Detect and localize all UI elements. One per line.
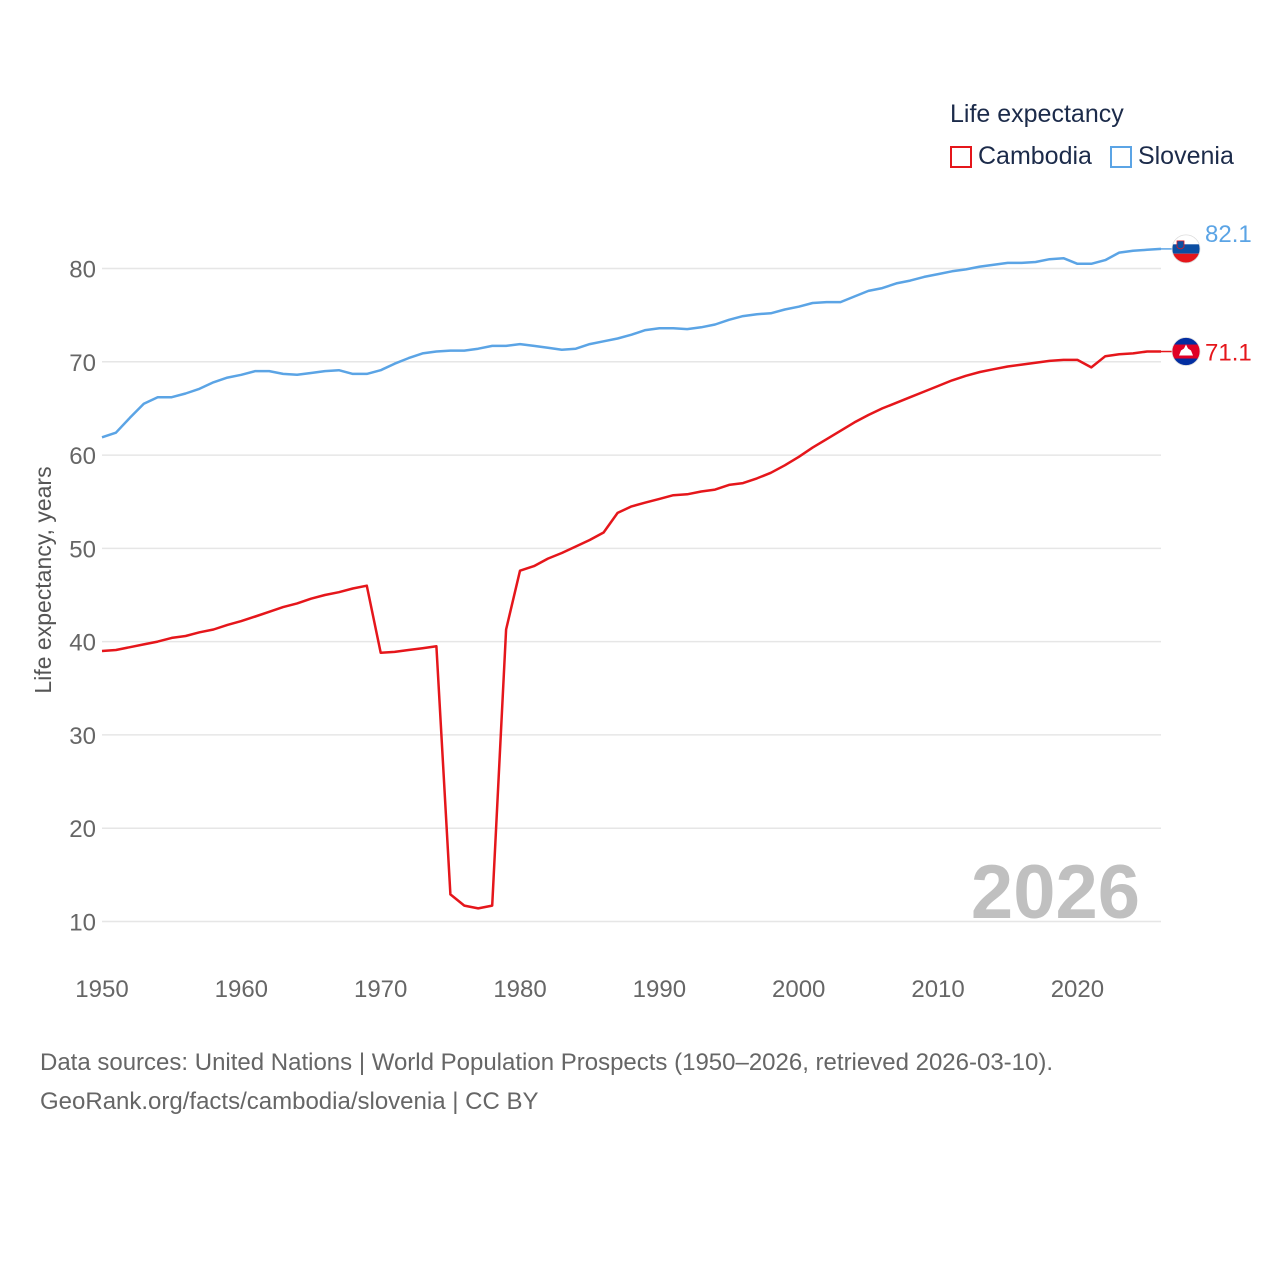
series-line-cambodia	[101, 350, 1161, 910]
x-tick-label-2010: 2010	[911, 976, 964, 1003]
legend-swatch-cambodia	[950, 145, 972, 168]
series	[101, 247, 1162, 910]
legend-swatch-slovenia	[1109, 145, 1132, 168]
series-line-slovenia	[101, 247, 1162, 439]
legend-item-slovenia[interactable]: Slovenia	[1109, 142, 1234, 171]
end-value-label-slovenia: 82.1	[1205, 221, 1252, 248]
y-tick-label-80: 80	[69, 257, 96, 284]
y-axis-label: Life expectancy, years	[30, 466, 56, 693]
x-tick-label-1950: 1950	[75, 976, 128, 1003]
y-tick-label-70: 70	[69, 350, 96, 377]
x-tick-label-2020: 2020	[1051, 976, 1104, 1003]
y-tick-label-10: 10	[69, 910, 96, 937]
year-watermark: 2026	[971, 850, 1140, 935]
source-link[interactable]: GeoRank.org/facts/cambodia/slovenia | CC…	[40, 1088, 539, 1115]
y-tick-label-30: 30	[69, 723, 96, 750]
legend-label-cambodia: Cambodia	[978, 142, 1092, 170]
data-source-text: Data sources: United Nations | World Pop…	[40, 1049, 1054, 1076]
legend: Cambodia Slovenia	[950, 142, 1252, 171]
y-tick-label-20: 20	[69, 816, 96, 843]
y-tick-label-50: 50	[69, 536, 96, 563]
x-tick-label-1970: 1970	[354, 976, 407, 1003]
legend-label-slovenia: Slovenia	[1137, 142, 1234, 170]
y-tick-label-60: 60	[69, 443, 96, 470]
legend-title: Life expectancy	[950, 100, 1124, 128]
grid	[102, 267, 1161, 923]
end-value-label-cambodia: 71.1	[1205, 340, 1252, 367]
cambodia-flag-icon	[1171, 337, 1201, 366]
x-tick-label-1960: 1960	[215, 976, 268, 1003]
footer: Data sources: United Nations | World Pop…	[40, 1043, 1053, 1121]
y-axis-ticks: 10 20 30 40 50 60 70 80	[69, 257, 96, 937]
slovenia-flag-icon	[1171, 234, 1201, 264]
x-axis-ticks: 1950 1960 1970 1980 1990 2000 2010 2020	[75, 976, 1104, 1003]
end-markers: 71.1 82.1	[1161, 221, 1252, 367]
x-tick-label-1980: 1980	[493, 976, 546, 1003]
x-tick-label-1990: 1990	[633, 976, 686, 1003]
y-tick-label-40: 40	[69, 630, 96, 657]
legend-item-cambodia[interactable]: Cambodia	[950, 142, 1092, 171]
x-tick-label-2000: 2000	[772, 976, 825, 1003]
